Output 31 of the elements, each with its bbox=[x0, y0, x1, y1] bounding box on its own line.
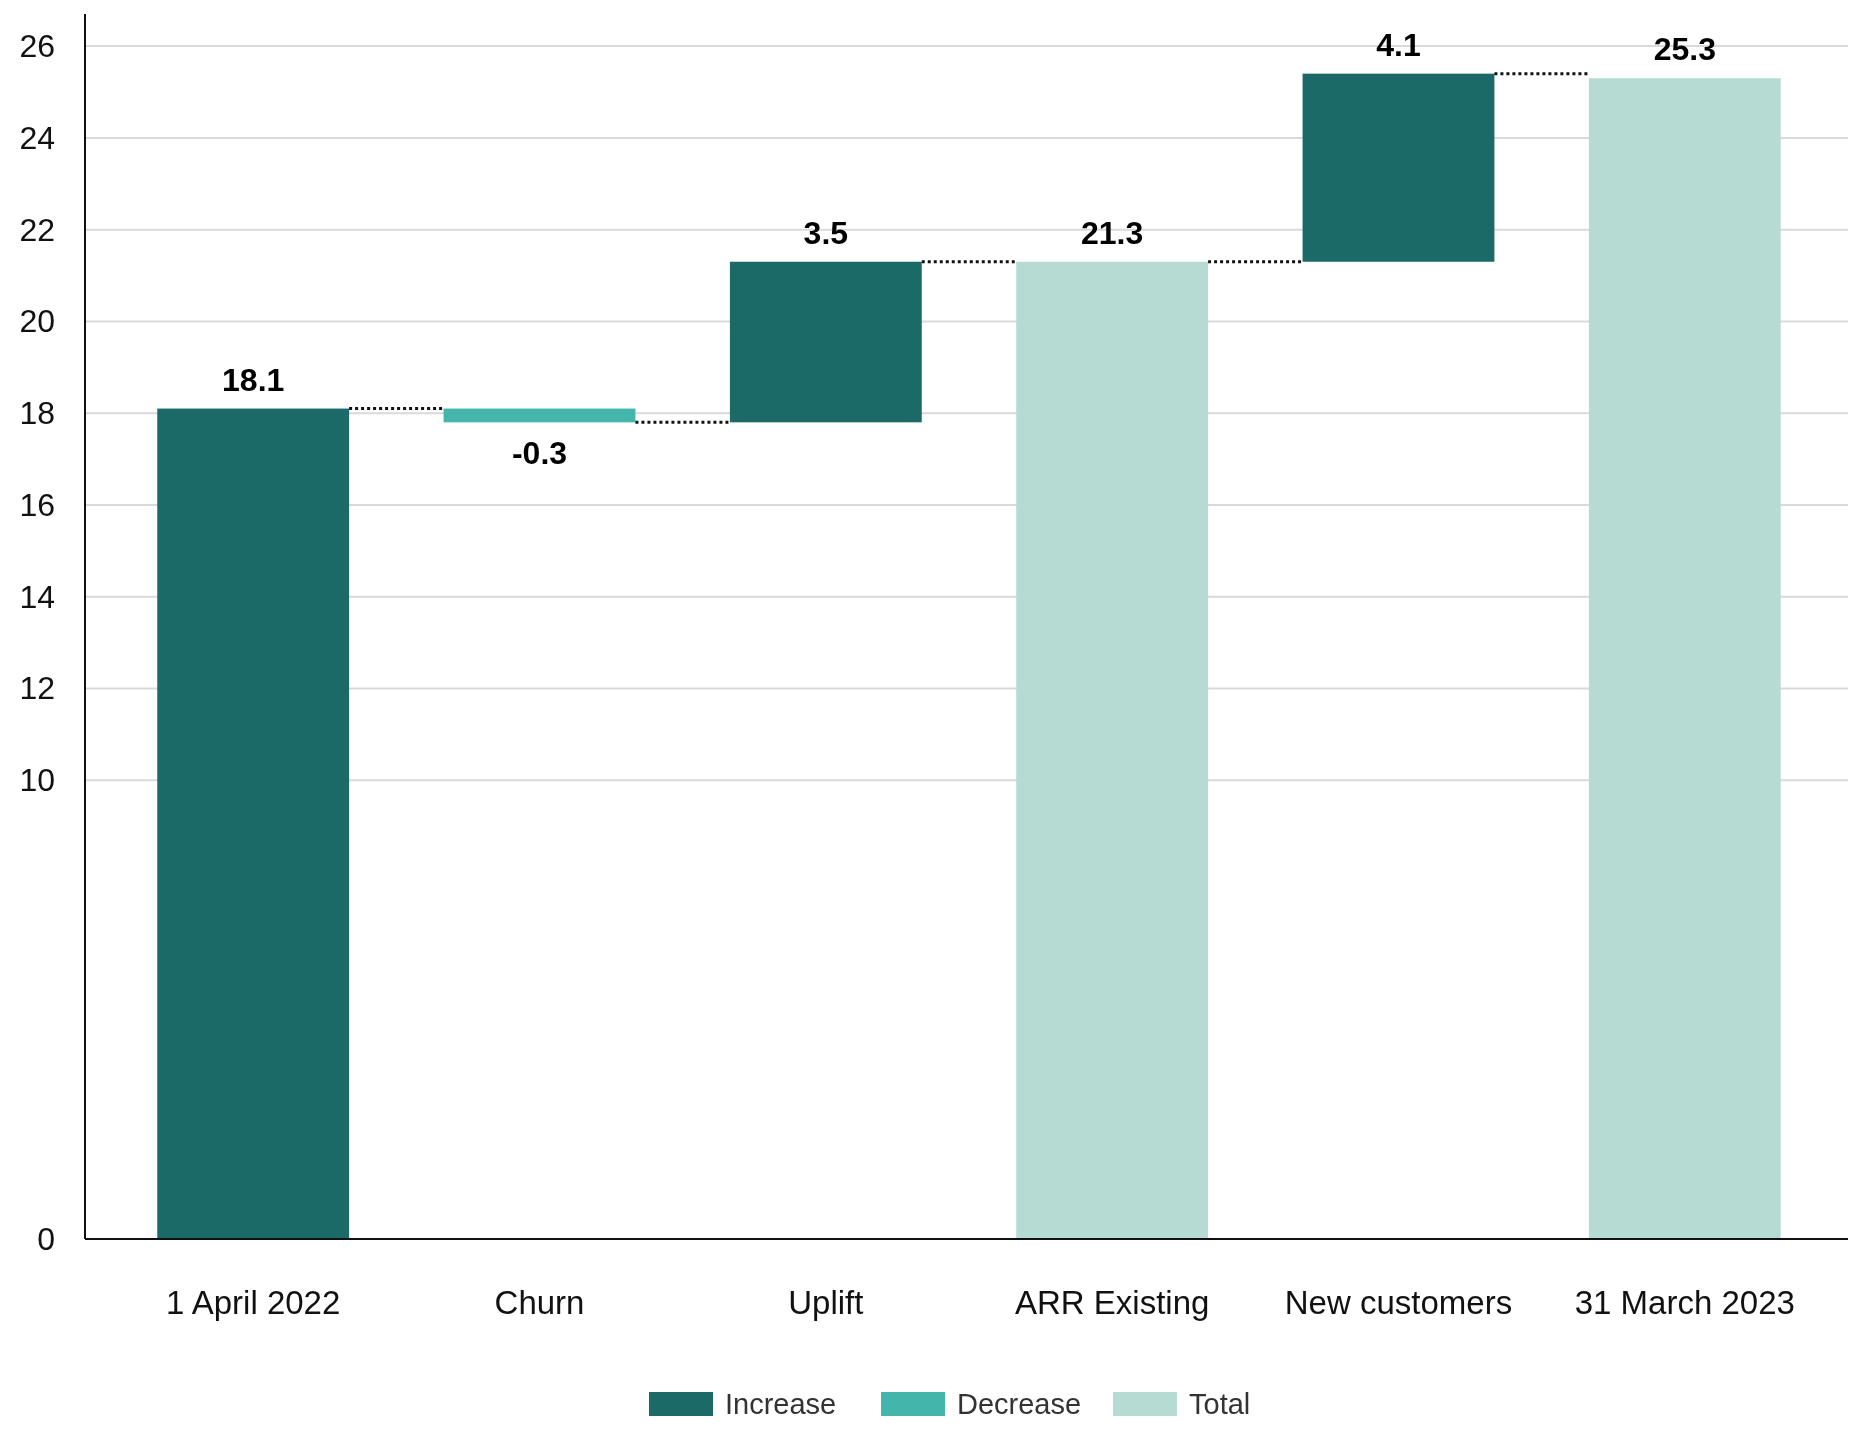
y-tick-label: 18 bbox=[19, 395, 55, 432]
legend-label: Increase bbox=[725, 1388, 837, 1420]
data-label: 25.3 bbox=[1653, 31, 1716, 68]
y-tick-label: 24 bbox=[19, 119, 55, 156]
y-tick-label: 14 bbox=[19, 578, 55, 615]
y-tick-label: 12 bbox=[19, 670, 55, 707]
y-tick-label: 20 bbox=[19, 303, 55, 340]
bar bbox=[1588, 78, 1781, 1239]
legend-label: Decrease bbox=[957, 1388, 1082, 1420]
data-label: 3.5 bbox=[803, 214, 849, 251]
data-label: 4.1 bbox=[1376, 26, 1421, 63]
x-tick-label: Churn bbox=[494, 1284, 585, 1321]
x-tick-label: New customers bbox=[1284, 1284, 1513, 1321]
legend-label: Total bbox=[1189, 1388, 1251, 1420]
y-tick-label: 22 bbox=[19, 211, 55, 248]
bar bbox=[729, 261, 922, 423]
x-tick-label: ARR Existing bbox=[1014, 1284, 1210, 1321]
bar bbox=[443, 408, 636, 423]
data-label: 21.3 bbox=[1081, 214, 1144, 251]
x-tick-label: Uplift bbox=[788, 1284, 864, 1321]
data-label: -0.3 bbox=[511, 435, 568, 472]
y-tick-label: 26 bbox=[19, 28, 55, 65]
data-label: 18.1 bbox=[222, 361, 285, 398]
x-tick-label: 1 April 2022 bbox=[166, 1284, 341, 1321]
y-tick-label: 10 bbox=[19, 762, 55, 799]
y-tick-label: 0 bbox=[37, 1221, 55, 1257]
bar bbox=[1302, 73, 1495, 262]
bar bbox=[157, 408, 350, 1239]
y-tick-label: 16 bbox=[19, 486, 55, 523]
x-tick-label: 31 March 2023 bbox=[1574, 1284, 1795, 1321]
bar bbox=[1016, 261, 1209, 1239]
